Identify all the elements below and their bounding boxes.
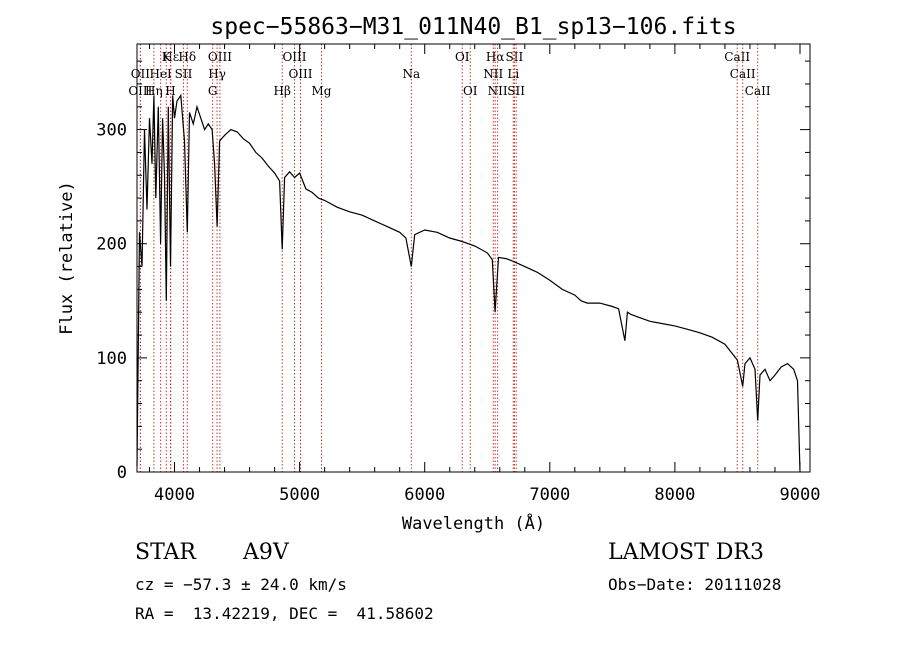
- spectrum-line: [136, 93, 801, 473]
- x-tick-label: 6000: [404, 485, 445, 505]
- y-axis-label: Flux (relative): [57, 181, 77, 335]
- radec-line: RA = 13.42219, DEC = 41.58602: [135, 604, 434, 623]
- spectral-line-label: Hη: [145, 84, 163, 98]
- spectral-line-label: K: [162, 50, 172, 64]
- spectral-line-label: CaII: [724, 50, 750, 64]
- spectral-line-label: OIII: [128, 84, 152, 98]
- spectral-line-label: OIII: [208, 50, 232, 64]
- spectral-line-label: Hγ: [208, 67, 226, 81]
- spectral-line-label: SII: [175, 67, 193, 81]
- spectral-line-label: HeI: [149, 67, 172, 81]
- y-tick-label: 100: [96, 349, 127, 369]
- spectral-line-label: OIII: [282, 50, 306, 64]
- x-tick-label: 8000: [654, 485, 695, 505]
- x-tick-label: 4000: [154, 485, 195, 505]
- spectral-line-label: OI: [455, 50, 470, 64]
- x-tick-label: 7000: [529, 485, 570, 505]
- x-tick-label: 9000: [780, 485, 821, 505]
- y-tick-label: 0: [117, 463, 127, 483]
- spectral-line-label: SII: [507, 84, 525, 98]
- plot-frame: [136, 43, 811, 473]
- redshift-line: cz = −57.3 ± 24.0 km/s: [135, 575, 347, 594]
- x-tick-label: 5000: [279, 485, 320, 505]
- spectral-line-label: OIII: [288, 67, 312, 81]
- obs-date-line: Obs−Date: 20111028: [608, 575, 782, 594]
- spectral-line-label: OII: [131, 67, 151, 81]
- spectral-line-label: OI: [463, 84, 478, 98]
- object-class: STAR: [135, 540, 196, 565]
- spectral-line-label: Na: [403, 67, 421, 81]
- spectral-line-label: CaII: [745, 84, 771, 98]
- spectral-line-label: Hδ: [178, 50, 196, 64]
- spectral-line-label: H: [165, 84, 175, 98]
- survey-label: LAMOST DR3: [608, 540, 764, 565]
- spectral-line-label: NII: [488, 84, 508, 98]
- spectrum-chart: spec−55863−M31_011N40_B1_sp13−106.fits Wa…: [57, 14, 821, 534]
- x-axis-label: Wavelength (Å): [402, 512, 545, 534]
- y-tick-label: 200: [96, 235, 127, 255]
- chart-title: spec−55863−M31_011N40_B1_sp13−106.fits: [210, 14, 736, 40]
- y-tick-label: 300: [96, 121, 127, 141]
- spectral-subclass: A9V: [243, 540, 289, 565]
- spectral-line-label: Hβ: [274, 84, 291, 98]
- spectral-line-label: CaII: [730, 67, 756, 81]
- spectral-line-label: Hα: [486, 50, 505, 64]
- spectral-line-label: SII: [506, 50, 524, 64]
- spectral-line-label: Li: [507, 67, 519, 81]
- spectral-line-label: NII: [483, 67, 503, 81]
- spectral-line-label: Mg: [312, 84, 332, 98]
- spectral-line-label: G: [208, 84, 218, 98]
